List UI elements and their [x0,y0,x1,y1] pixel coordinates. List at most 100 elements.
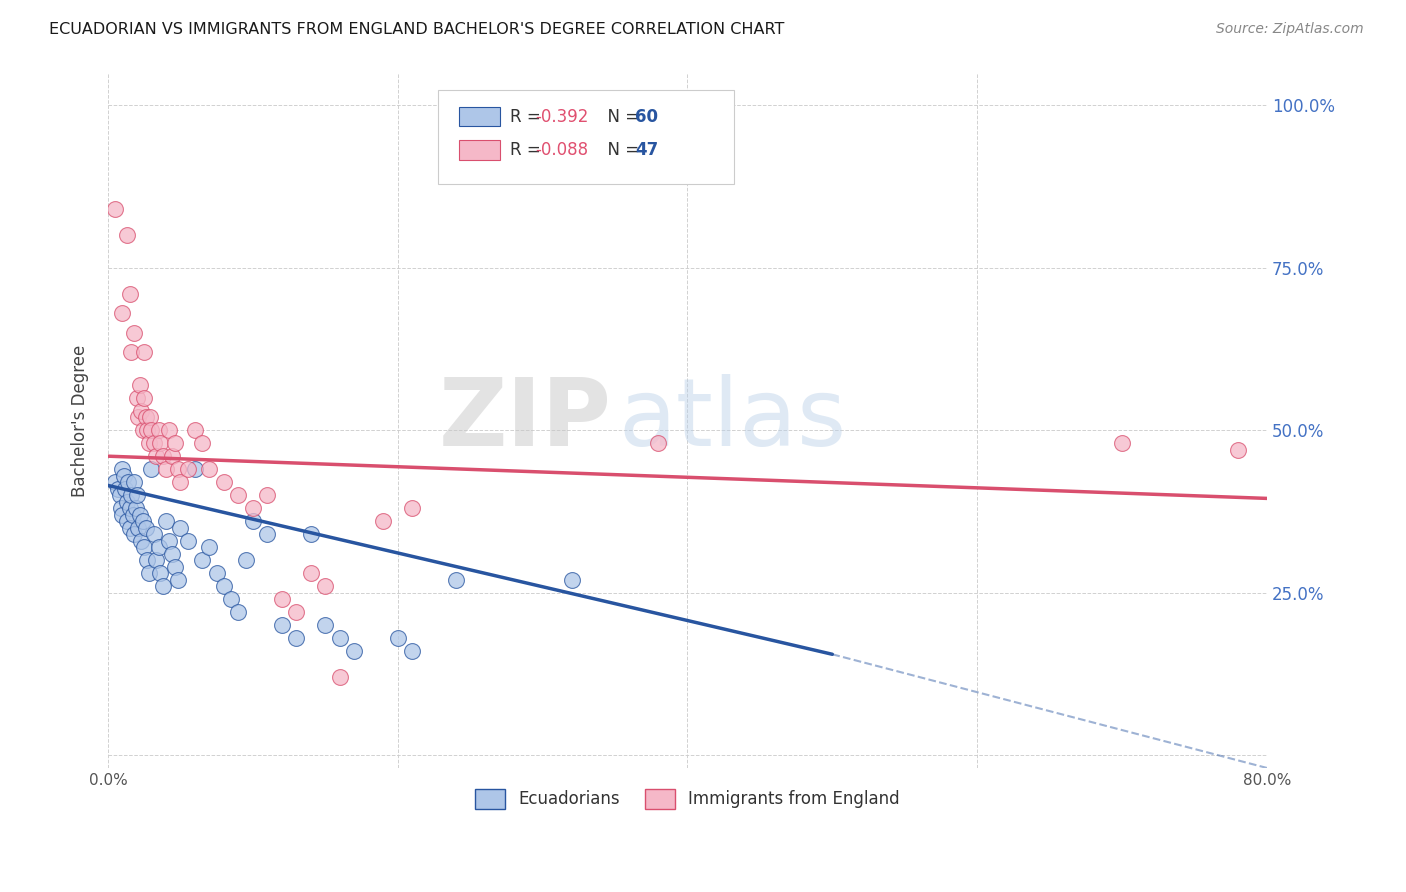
Point [155,462,177,476]
Point [270,592,292,607]
Point [127,521,149,535]
Point [104,475,127,490]
Point [176,533,198,548]
Point [401,644,423,658]
Text: R =: R = [510,108,546,126]
Point [125,391,148,405]
Point [242,501,264,516]
Point [285,605,308,619]
Point [120,488,142,502]
Point [160,547,183,561]
Point [256,527,278,541]
Point [270,618,292,632]
Text: N =: N = [598,141,644,159]
Point [235,553,257,567]
Point [143,436,166,450]
Text: 47: 47 [636,141,658,159]
Point [114,482,136,496]
Point [132,514,155,528]
Point [299,566,322,580]
Point [228,605,250,619]
Point [191,436,214,450]
Point [242,514,264,528]
Point [134,391,156,405]
Point [149,566,172,580]
Point [166,573,188,587]
Point [160,449,183,463]
Point [118,521,141,535]
Point [1111,436,1133,450]
Point [647,436,669,450]
Point [118,286,141,301]
Point [205,566,228,580]
Point [121,508,143,522]
Point [111,306,134,320]
Point [128,508,150,522]
Point [108,488,131,502]
Point [329,670,352,684]
Point [387,631,409,645]
Point [152,579,174,593]
Text: ZIP: ZIP [439,375,612,467]
Point [141,423,163,437]
Point [141,462,163,476]
Point [1226,442,1249,457]
Point [107,482,129,496]
Point [134,540,156,554]
Y-axis label: Bachelor's Degree: Bachelor's Degree [72,344,89,497]
Point [122,326,145,340]
Point [198,462,221,476]
Point [136,553,159,567]
Point [117,475,139,490]
FancyBboxPatch shape [460,107,499,127]
Point [166,462,188,476]
Point [444,573,467,587]
Point [148,423,170,437]
Point [143,527,166,541]
Point [212,475,235,490]
FancyBboxPatch shape [439,90,734,184]
Point [145,449,167,463]
Legend: Ecuadorians, Immigrants from England: Ecuadorians, Immigrants from England [468,782,907,815]
Point [115,514,138,528]
Point [169,475,191,490]
Point [191,553,214,567]
Point [120,345,142,359]
Text: atlas: atlas [617,375,846,467]
Point [198,540,221,554]
Point [184,462,207,476]
Point [169,521,191,535]
Point [135,410,157,425]
Point [219,592,242,607]
Point [115,228,138,243]
Point [157,533,180,548]
Point [124,501,146,516]
Point [184,423,207,437]
Text: Source: ZipAtlas.com: Source: ZipAtlas.com [1216,22,1364,37]
Text: -0.088: -0.088 [536,141,589,159]
Point [152,449,174,463]
Point [228,488,250,502]
Point [110,501,132,516]
Point [131,403,153,417]
Point [163,436,186,450]
Point [561,573,583,587]
Point [122,527,145,541]
Point [314,579,336,593]
Point [401,501,423,516]
Point [134,345,156,359]
Point [135,521,157,535]
Point [148,540,170,554]
Point [155,514,177,528]
Point [104,202,127,217]
Point [111,508,134,522]
Text: -0.392: -0.392 [536,108,589,126]
Point [343,644,366,658]
Text: R =: R = [510,141,546,159]
Point [111,462,134,476]
Point [256,488,278,502]
Point [115,494,138,508]
Point [157,423,180,437]
Point [138,436,160,450]
Point [112,468,135,483]
